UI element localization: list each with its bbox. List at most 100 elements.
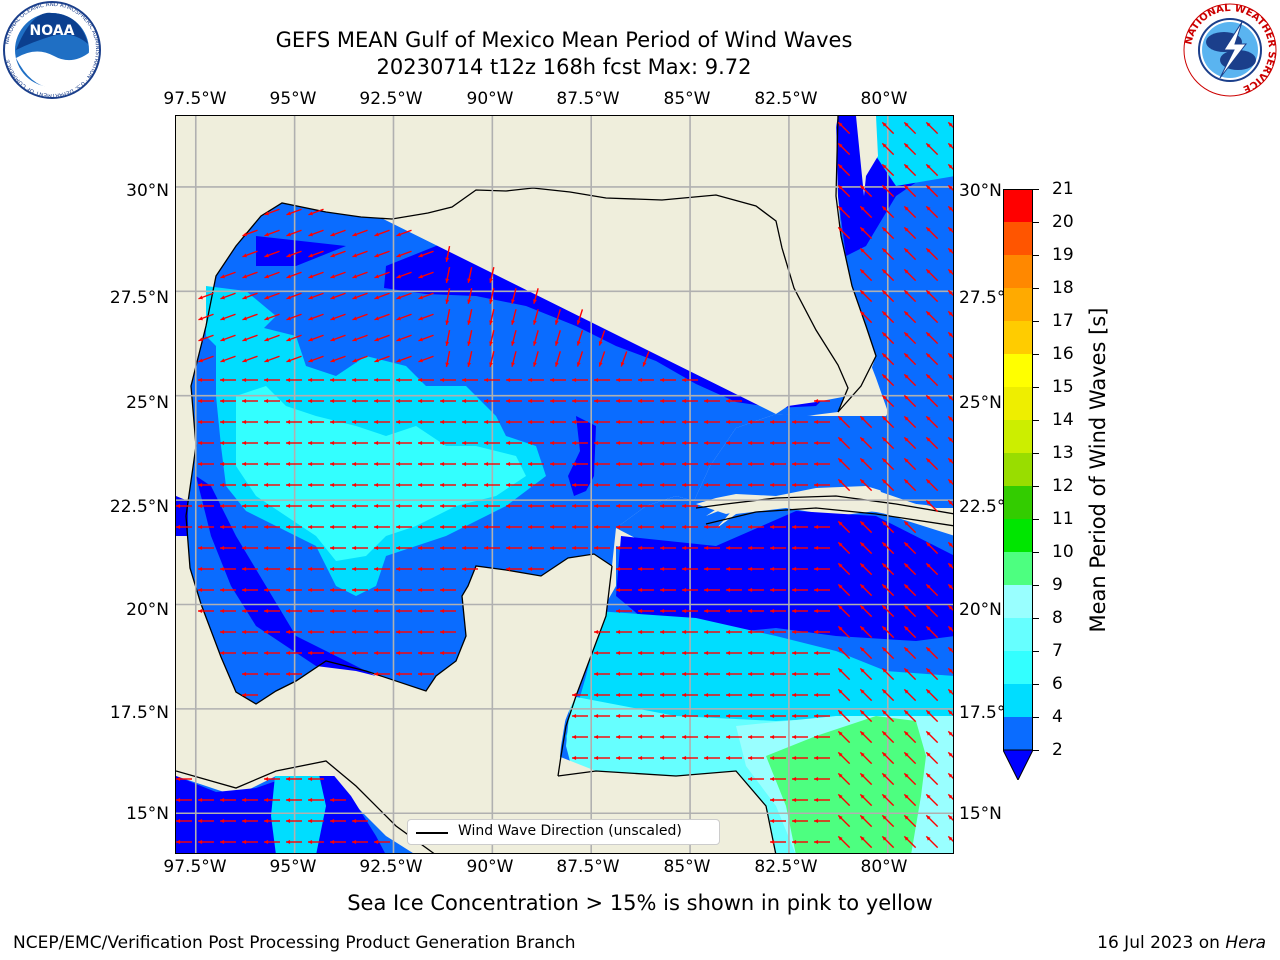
wave-direction-arrow bbox=[925, 436, 939, 450]
wave-direction-arrow bbox=[286, 777, 302, 781]
wave-direction-arrow bbox=[814, 819, 830, 823]
wave-direction-arrow bbox=[925, 667, 939, 681]
colorbar-tick bbox=[1033, 288, 1039, 289]
wave-direction-arrow bbox=[308, 229, 324, 237]
wave-direction-arrow bbox=[198, 462, 214, 466]
wave-direction-arrow bbox=[264, 840, 280, 844]
wave-direction-arrow bbox=[264, 229, 280, 237]
wave-direction-arrow bbox=[616, 756, 632, 760]
wave-direction-arrow bbox=[352, 462, 368, 466]
wave-direction-arrow bbox=[947, 247, 953, 254]
wave-direction-arrow bbox=[418, 483, 434, 487]
wave-direction-arrow bbox=[947, 814, 953, 821]
wave-direction-arrow bbox=[947, 289, 953, 296]
wave-direction-arrow bbox=[506, 504, 522, 508]
wave-direction-arrow bbox=[682, 546, 698, 550]
wave-direction-arrow bbox=[925, 541, 939, 555]
wave-direction-arrow bbox=[396, 567, 412, 571]
wave-direction-arrow bbox=[440, 420, 456, 424]
wave-direction-arrow bbox=[374, 229, 390, 237]
wave-direction-arrow bbox=[792, 651, 808, 655]
wave-direction-arrow bbox=[638, 525, 654, 529]
wave-direction-arrow bbox=[576, 330, 584, 346]
wave-direction-arrow bbox=[352, 420, 368, 424]
wave-direction-arrow bbox=[220, 355, 236, 363]
wave-direction-arrow bbox=[638, 504, 654, 508]
wave-direction-arrow bbox=[925, 184, 939, 198]
wave-direction-arrow bbox=[947, 751, 953, 758]
wave-direction-arrow bbox=[242, 355, 258, 363]
wave-direction-arrow bbox=[198, 334, 214, 342]
wave-direction-arrow bbox=[511, 351, 517, 367]
wave-direction-arrow bbox=[881, 604, 895, 618]
wave-direction-arrow bbox=[506, 378, 522, 382]
sea-ice-note: Sea Ice Concentration > 15% is shown in … bbox=[347, 891, 933, 915]
right-lat-tick: 17.5° bbox=[959, 703, 1006, 723]
wave-direction-arrow bbox=[308, 819, 324, 823]
wave-direction-arrow bbox=[616, 735, 632, 739]
wave-direction-arrow bbox=[903, 625, 917, 639]
wave-direction-arrow bbox=[533, 288, 539, 304]
wave-direction-arrow bbox=[242, 250, 258, 258]
wave-direction-arrow bbox=[511, 330, 517, 346]
wave-direction-arrow bbox=[726, 567, 742, 571]
wave-direction-arrow bbox=[220, 567, 236, 571]
right-lat-tick: 27.5° bbox=[959, 288, 1006, 308]
right-lat-tick: 20°N bbox=[959, 600, 1002, 620]
wave-direction-arrow bbox=[925, 814, 939, 828]
wave-direction-arrow bbox=[528, 504, 544, 508]
wave-direction-arrow bbox=[881, 478, 895, 492]
wave-direction-arrow bbox=[198, 798, 214, 802]
wave-direction-arrow bbox=[770, 441, 786, 445]
wave-direction-arrow bbox=[616, 378, 632, 382]
wave-direction-arrow bbox=[638, 756, 654, 760]
coastline bbox=[176, 116, 953, 853]
wave-direction-arrow bbox=[925, 646, 939, 660]
left-lat-tick: 30°N bbox=[126, 181, 169, 201]
wave-direction-arrow bbox=[176, 798, 192, 802]
wave-direction-arrow bbox=[594, 630, 610, 634]
wave-direction-arrow bbox=[484, 483, 500, 487]
wave-direction-arrow bbox=[220, 504, 236, 508]
wave-direction-arrow bbox=[198, 483, 214, 487]
wave-direction-arrow bbox=[748, 630, 764, 634]
wave-direction-arrow bbox=[352, 588, 368, 592]
wave-direction-arrow bbox=[770, 714, 786, 718]
wave-direction-arrow bbox=[440, 504, 456, 508]
wave-direction-arrow bbox=[220, 378, 236, 382]
wave-direction-arrow bbox=[572, 756, 588, 760]
colorbar-tick bbox=[1033, 420, 1039, 421]
wave-direction-arrow bbox=[506, 441, 522, 445]
wave-direction-arrow bbox=[330, 546, 346, 550]
wave-direction-arrow bbox=[660, 399, 676, 403]
wave-direction-arrow bbox=[837, 184, 851, 198]
wave-direction-arrow bbox=[814, 399, 830, 403]
wave-direction-arrow bbox=[748, 567, 764, 571]
colorbar-extend-triangle bbox=[1003, 749, 1033, 780]
wave-direction-arrow bbox=[418, 355, 434, 363]
wave-direction-arrow bbox=[352, 609, 368, 613]
wave-direction-arrow bbox=[352, 483, 368, 487]
wave-direction-arrow bbox=[554, 309, 561, 325]
bottom-lon-tick: 80°W bbox=[860, 857, 908, 877]
wave-direction-arrow bbox=[264, 462, 280, 466]
wave-direction-arrow bbox=[903, 163, 917, 177]
wave-direction-arrow bbox=[286, 313, 302, 321]
wave-direction-arrow bbox=[308, 609, 324, 613]
wave-direction-arrow bbox=[242, 313, 258, 321]
wave-direction-arrow bbox=[881, 814, 895, 828]
wave-direction-arrow bbox=[770, 609, 786, 613]
wave-direction-arrow bbox=[748, 756, 764, 760]
wave-direction-arrow bbox=[616, 420, 632, 424]
wave-direction-arrow bbox=[881, 625, 895, 639]
wave-direction-arrow bbox=[308, 355, 324, 363]
wave-direction-arrow bbox=[682, 504, 698, 508]
wave-direction-arrow bbox=[947, 226, 953, 233]
wave-direction-arrow bbox=[572, 420, 588, 424]
wave-direction-arrow bbox=[660, 525, 676, 529]
wave-direction-arrow bbox=[925, 163, 939, 177]
wave-direction-arrow bbox=[198, 819, 214, 823]
wave-direction-arrow bbox=[374, 441, 390, 445]
colorbar-tick-label: 21 bbox=[1052, 179, 1074, 199]
wave-direction-arrow bbox=[330, 798, 346, 802]
